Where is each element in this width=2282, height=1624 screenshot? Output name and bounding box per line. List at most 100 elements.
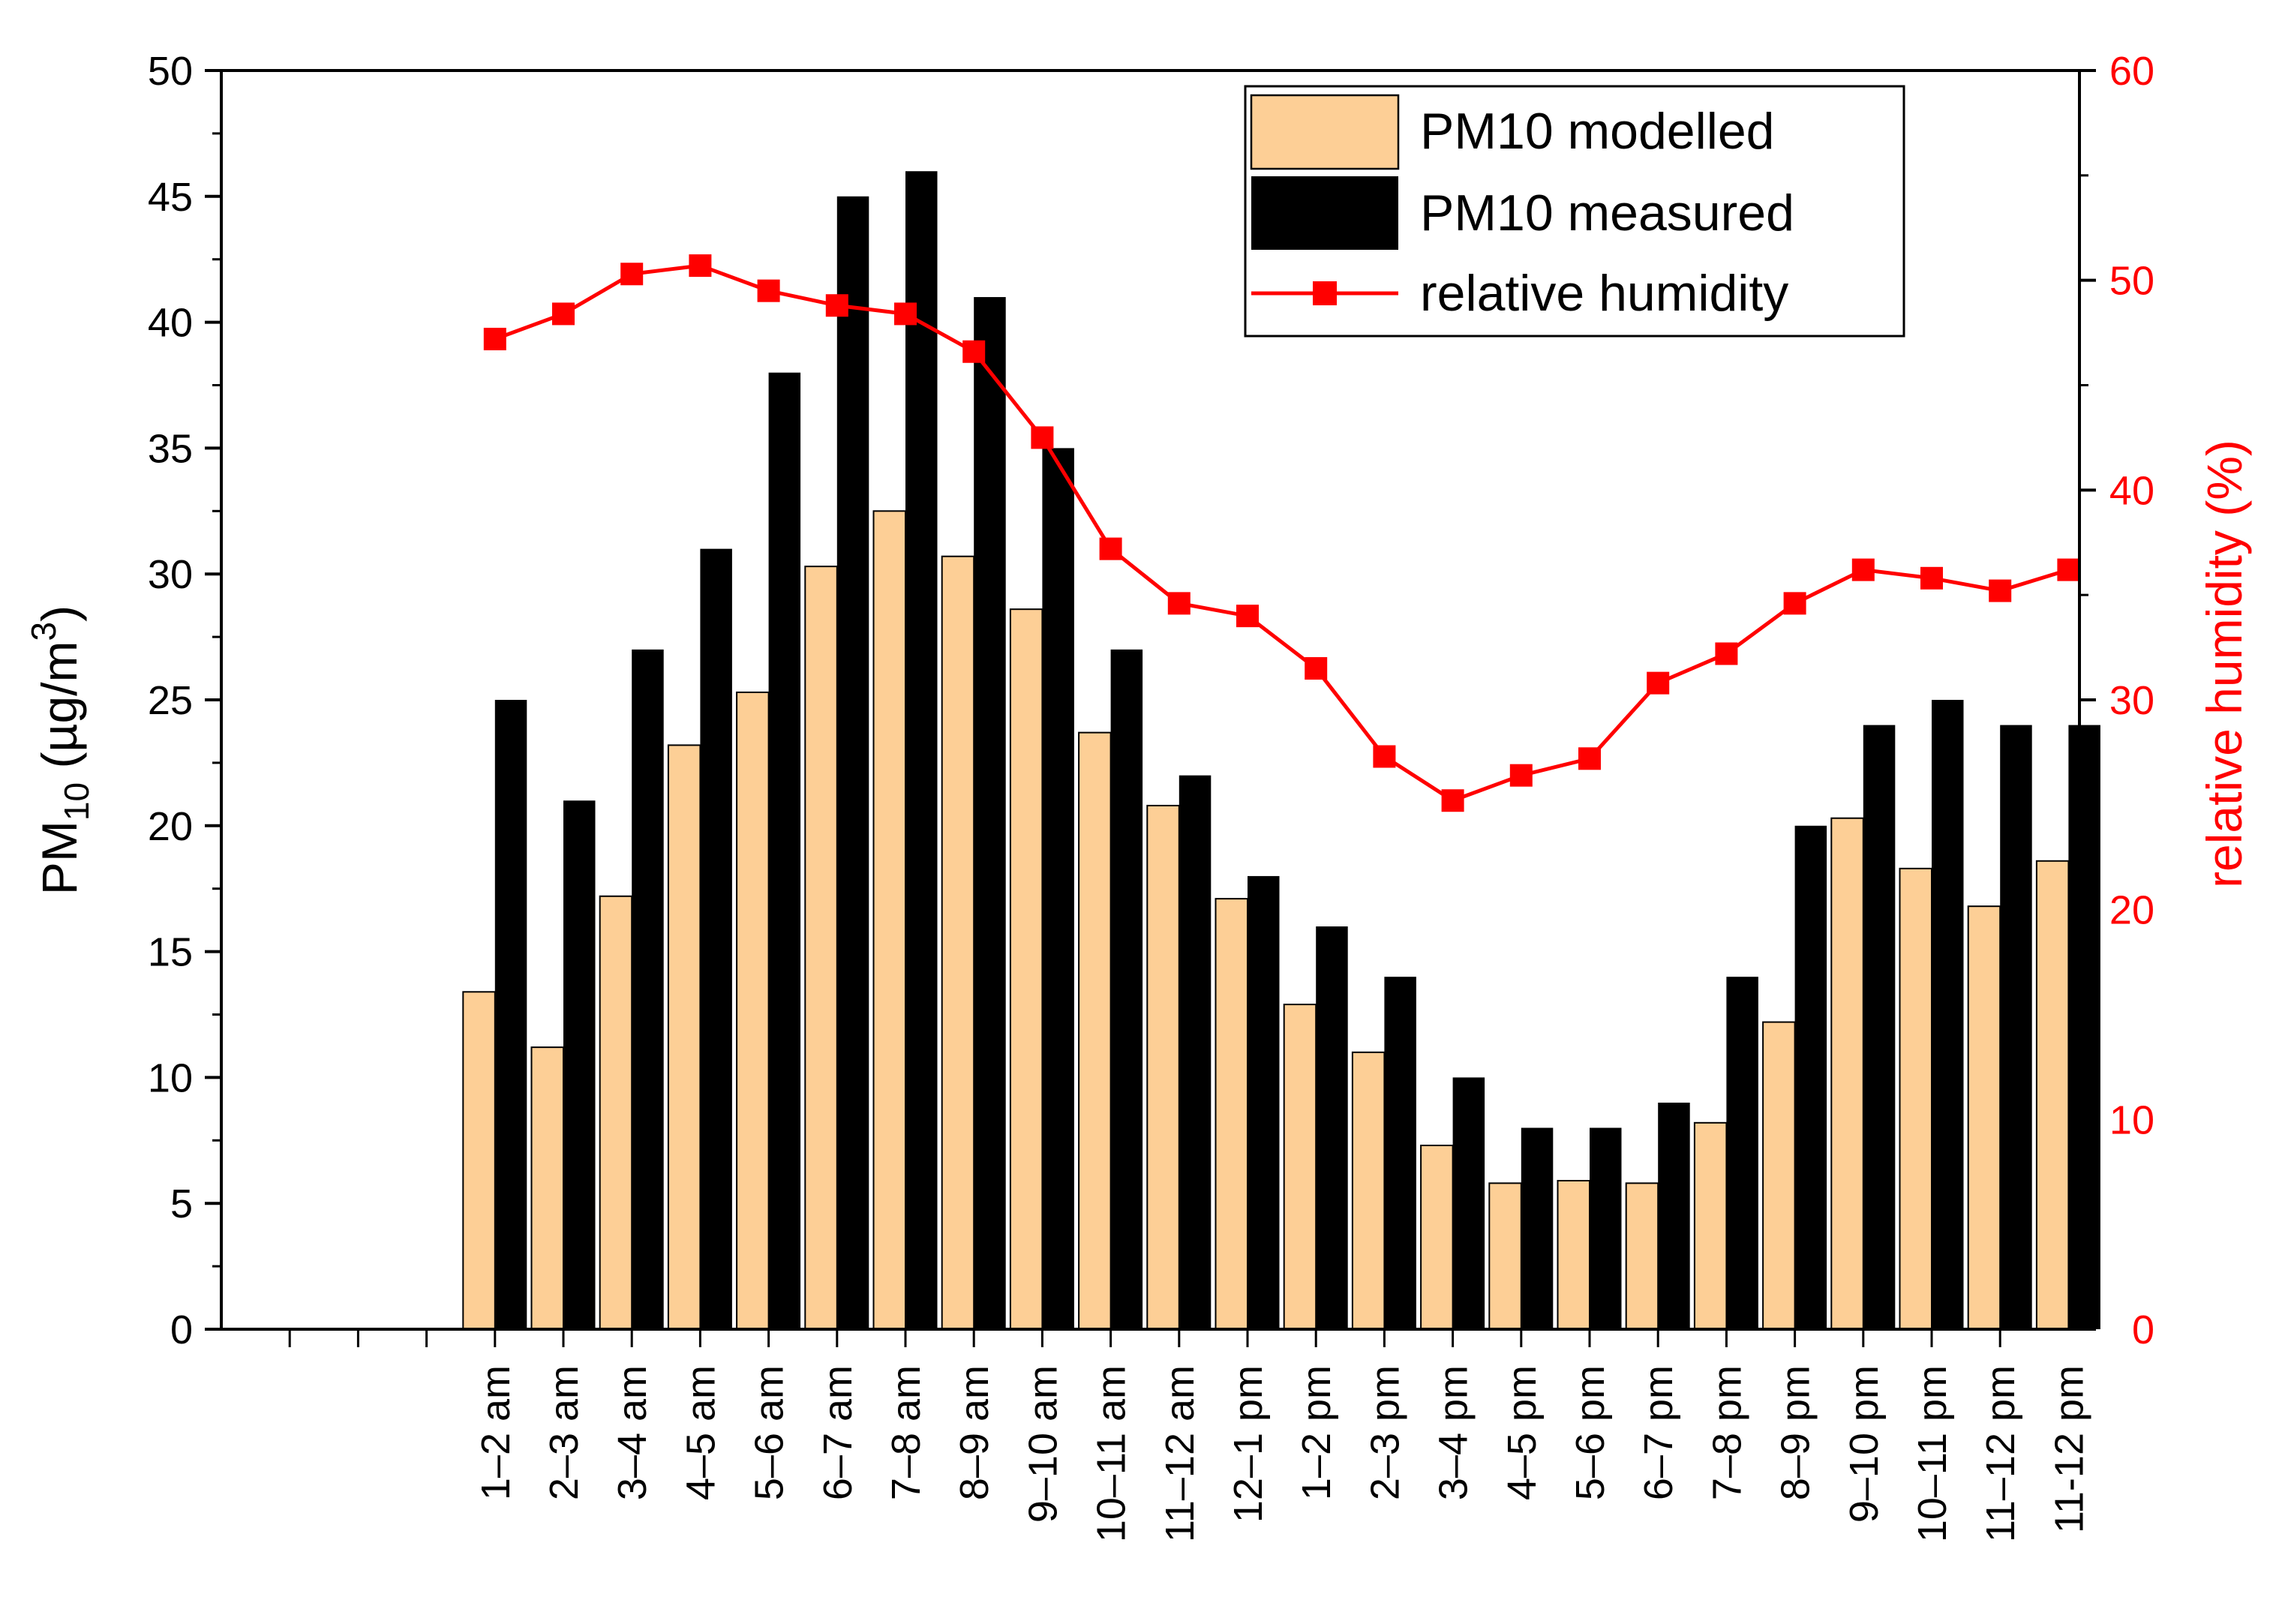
y2-tick-label: 0 — [2132, 1307, 2154, 1352]
bar-measured — [836, 196, 869, 1329]
x-tick-label: 3–4 pm — [1431, 1365, 1476, 1500]
legend-swatch-modelled — [1250, 94, 1400, 170]
bar-modelled — [1830, 817, 1864, 1331]
bar-modelled — [2035, 860, 2070, 1331]
bar-modelled — [736, 691, 770, 1330]
humidity-marker — [620, 263, 644, 286]
x-tick-label: 9–10 am — [1020, 1365, 1065, 1523]
bar-modelled — [1078, 731, 1112, 1330]
humidity-marker — [1578, 747, 1601, 770]
humidity-marker — [962, 340, 986, 363]
bar-measured — [1384, 977, 1416, 1329]
x-tick-label: 7–8 pm — [1704, 1365, 1749, 1500]
y-tick-label: 45 — [148, 175, 193, 220]
bar-modelled — [1693, 1121, 1728, 1330]
humidity-marker — [1031, 426, 1054, 449]
humidity-marker — [757, 279, 780, 302]
x-tick-label: 10–11 am — [1089, 1365, 1134, 1542]
legend-label-modelled: PM10 modelled — [1420, 103, 1774, 160]
bar-modelled — [1420, 1145, 1454, 1330]
y-tick-label: 15 — [148, 930, 193, 975]
bar-measured — [1452, 1077, 1485, 1329]
bar-modelled — [599, 895, 633, 1330]
bars-measured-series — [494, 171, 2100, 1330]
y2-axis-title: relative humidity (%) — [2196, 440, 2252, 888]
x-tick-label: 12–1 pm — [1226, 1365, 1271, 1523]
humidity-marker — [1989, 579, 2012, 602]
bar-measured — [1794, 825, 1827, 1329]
bar-measured — [905, 171, 938, 1330]
y2-tick-label: 60 — [2109, 49, 2154, 94]
x-tick-label: 3–4 am — [610, 1365, 655, 1500]
bar-measured — [2000, 725, 2032, 1329]
x-tick-label: 2–3 am — [542, 1365, 587, 1500]
bar-modelled — [1488, 1182, 1522, 1331]
x-tick-label: 7–8 am — [884, 1365, 929, 1500]
y-axis-left-ticks: 0 5 10 15 20 25 30 35 40 45 50 — [148, 49, 221, 1352]
humidity-marker — [1236, 605, 1259, 628]
bar-measured — [632, 649, 664, 1329]
y2-tick-label: 40 — [2109, 468, 2154, 513]
bar-measured — [768, 372, 801, 1330]
bar-measured — [1316, 926, 1348, 1329]
humidity-marker — [1647, 671, 1670, 695]
legend-label-humidity: relative humidity — [1420, 265, 1788, 322]
bar-modelled — [804, 566, 838, 1330]
x-tick-label: 6–7 pm — [1636, 1365, 1681, 1500]
bar-modelled — [530, 1046, 564, 1331]
humidity-marker — [552, 302, 575, 326]
x-tick-label: 10–11 pm — [1910, 1365, 1955, 1542]
x-tick-label: 2–3 pm — [1362, 1365, 1407, 1500]
humidity-line — [494, 263, 2070, 803]
legend: PM10 modelled PM10 measured relative hum… — [1244, 85, 1905, 338]
humidity-marker — [483, 327, 506, 350]
bar-modelled — [1283, 1004, 1317, 1331]
humidity-marker — [1851, 558, 1875, 581]
x-tick-label: 4–5 pm — [1500, 1365, 1545, 1500]
x-axis-ticks: 1–2 am 2–3 am 3–4 am 4–5 am 5–6 am 6–7 am 7–8 … — [288, 1329, 2091, 1542]
humidity-marker — [1441, 789, 1464, 812]
y-tick-label: 30 — [148, 552, 193, 597]
y-axis-title: PM10 (µg/m3) — [24, 605, 96, 895]
x-tick-label: 8–9 am — [952, 1365, 997, 1500]
bar-modelled — [667, 744, 701, 1330]
bar-measured — [700, 548, 732, 1329]
bar-measured — [1521, 1127, 1554, 1329]
bar-measured — [1042, 448, 1074, 1329]
x-tick-label: 8–9 pm — [1773, 1365, 1818, 1500]
humidity-marker — [689, 254, 712, 278]
bar-measured — [974, 297, 1006, 1329]
x-tick-label: 4–5 am — [678, 1365, 723, 1500]
bar-measured — [1590, 1127, 1622, 1329]
bar-modelled — [1351, 1051, 1386, 1330]
humidity-marker — [1715, 642, 1738, 665]
bar-modelled — [1215, 898, 1248, 1330]
y2-tick-label: 30 — [2109, 678, 2154, 723]
bar-measured — [1726, 977, 1758, 1329]
bar-measured — [2068, 725, 2100, 1329]
x-tick-label: 6–7 am — [815, 1365, 860, 1500]
bar-measured — [1110, 649, 1143, 1329]
y2-tick-label: 10 — [2109, 1097, 2154, 1142]
bars-modelled-series — [462, 510, 2070, 1331]
bar-measured — [1932, 700, 1964, 1329]
humidity-marker — [1509, 764, 1533, 787]
bar-modelled — [1557, 1179, 1590, 1330]
bar-modelled — [462, 991, 496, 1331]
y-tick-label: 5 — [170, 1181, 193, 1226]
humidity-marker — [2057, 558, 2080, 581]
bar-measured — [494, 700, 527, 1329]
y-tick-label: 25 — [148, 678, 193, 723]
bar-modelled — [1625, 1182, 1659, 1331]
x-tick-label: 5–6 am — [747, 1365, 792, 1500]
humidity-marker — [894, 302, 917, 326]
humidity-marker — [1305, 657, 1328, 680]
humidity-marker — [1099, 537, 1122, 560]
humidity-marker — [825, 294, 848, 317]
y-tick-label: 20 — [148, 804, 193, 849]
x-tick-label: 11–12 am — [1158, 1365, 1203, 1542]
bar-measured — [1179, 775, 1212, 1329]
humidity-marker — [1373, 745, 1396, 768]
bar-modelled — [872, 510, 906, 1330]
x-tick-label: 11–12 pm — [1978, 1365, 2023, 1542]
